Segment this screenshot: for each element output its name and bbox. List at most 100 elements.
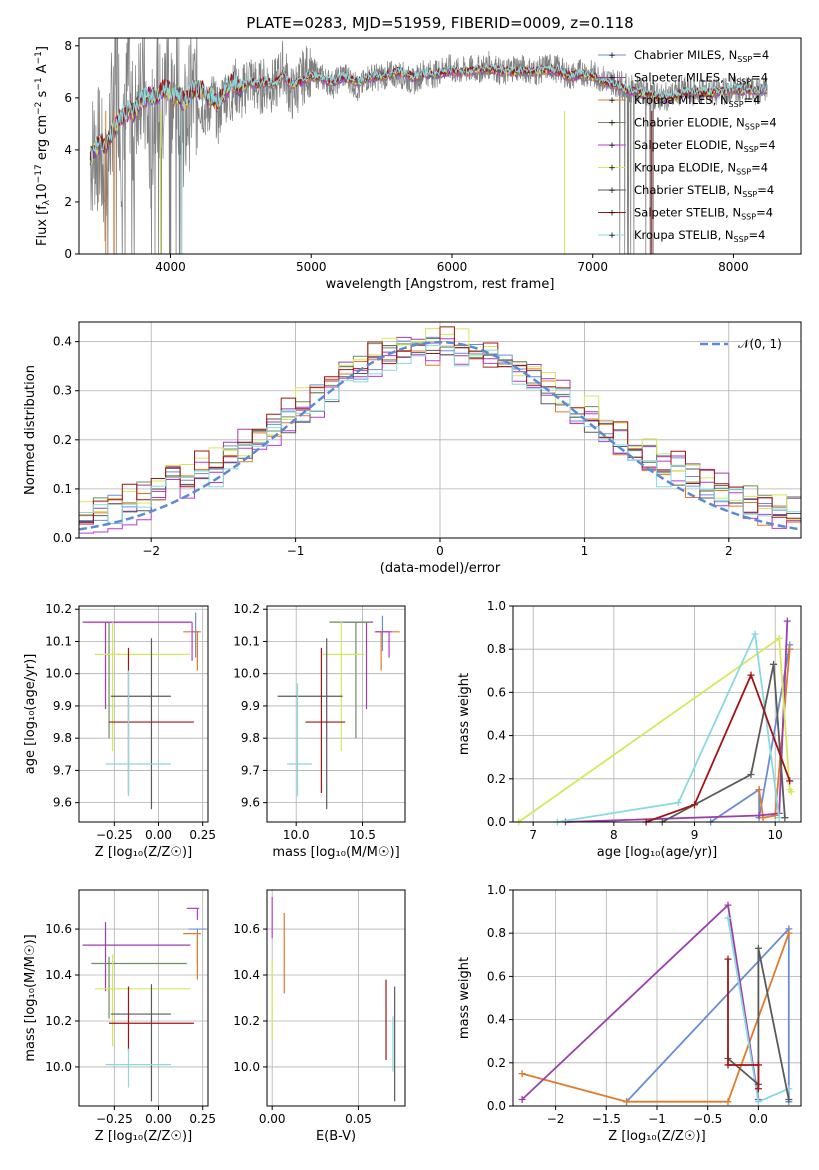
mass-weight-marker	[754, 1098, 762, 1106]
y-tick-label: 0.2	[487, 1056, 506, 1070]
y-tick-label: 0.2	[53, 433, 72, 447]
errorbar-point	[183, 933, 201, 980]
errorbar-point	[105, 1048, 171, 1088]
y-tick-label: 10.0	[233, 1060, 260, 1074]
axes-frame	[266, 605, 406, 823]
legend-marker: +	[608, 164, 616, 174]
y-tick-label: 10.2	[233, 1014, 260, 1028]
y-axis-label: mass [log₁₀(M/M☉)]	[23, 934, 38, 1061]
errorbar-point	[192, 612, 200, 658]
x-tick-label: 4000	[155, 260, 186, 274]
spectrum-plot-area	[89, 38, 768, 254]
axes-frame	[78, 605, 209, 823]
errorbar-point	[94, 622, 191, 752]
mass-weight-marker	[724, 955, 732, 963]
y-tick-label: 9.7	[241, 763, 260, 777]
y-tick-label: 0.0	[487, 1099, 506, 1113]
legend-label: Chabrier MILES, NSSP=4	[634, 48, 769, 64]
mass-vs-ebv-panel: 0.00 0.05 10.0 10.2 10.4 10.6 E(B-V)	[233, 889, 406, 1144]
y-tick-label: 0.4	[487, 729, 506, 743]
x-tick-label: 2	[725, 544, 733, 558]
x-tick-label: 0.0	[749, 1112, 768, 1126]
mass-weight-marker	[747, 671, 755, 679]
legend-label: Salpeter MILES, NSSP=4	[634, 71, 768, 87]
legend-marker: +	[608, 51, 616, 61]
mass-weight-marker	[518, 1070, 526, 1078]
x-tick-label: 0.00	[145, 828, 172, 842]
mass-weight-marker	[754, 944, 762, 952]
y-tick-label: 10.1	[45, 634, 72, 648]
x-tick-label: −0.25	[96, 828, 133, 842]
x-axis-label: (data-model)/error	[380, 561, 501, 576]
x-tick-label: −1	[648, 1112, 666, 1126]
residual-histogram-step	[79, 326, 801, 524]
y-tick-label: 0.0	[53, 531, 72, 545]
y-axis-label: Flux [fλ10−17 erg cm−2 s−1 A−1]	[34, 46, 52, 246]
y-tick-label: 10.4	[233, 968, 260, 982]
mass-weight-marker	[755, 786, 763, 794]
mass-weight-marker	[785, 1096, 793, 1104]
errorbar-point	[105, 670, 171, 797]
errorbar-point	[374, 631, 400, 671]
y-tick-label: 9.9	[241, 699, 260, 713]
age-vs-mass-panel: 10.0 10.5 9.6 9.7 9.8 9.9 10.0 10.1 10.2 mass [lo…	[233, 602, 406, 860]
legend-marker: +	[608, 231, 616, 241]
legend-marker: +	[608, 74, 616, 84]
y-tick-label: 0.4	[53, 335, 72, 349]
x-tick-label: 8	[610, 828, 618, 842]
legend-label: 𝒩(0, 1)	[738, 337, 782, 351]
y-axis-label: mass weight	[457, 957, 472, 1039]
x-tick-label: 0	[436, 544, 444, 558]
y-tick-label: 8	[64, 39, 72, 53]
legend-marker: +	[608, 96, 616, 106]
y-tick-label: 0.8	[487, 642, 506, 656]
mass-weight-line	[518, 636, 793, 823]
errorbar-point	[375, 631, 392, 658]
spectrum-panel: 4000 5000 6000 7000 8000 0 2 4 6 8 wavelength [Ang…	[34, 37, 802, 292]
massweight-vs-age-panel: 7 8 9 10 0.0 0.2 0.4 0.6 0.8 1.0 age [log₁₀(age/yr…	[457, 599, 802, 860]
y-tick-label: 10.2	[45, 602, 72, 616]
y-tick-label: 9.8	[53, 731, 72, 745]
mass-weight-line	[727, 948, 790, 1100]
y-axis-label: age [log₁₀(age/yr)]	[23, 654, 38, 775]
y-tick-label: 4	[64, 143, 72, 157]
x-axis-label: mass [log₁₀(M/M☉)]	[272, 845, 399, 860]
x-axis-label: age [log₁₀(age/yr)]	[597, 845, 718, 860]
x-axis-label: Z [log₁₀(Z/Z☉)]	[95, 1129, 192, 1144]
errorbar-point	[305, 647, 346, 793]
y-tick-label: 1.0	[487, 599, 506, 613]
mass-weight-marker	[724, 1061, 732, 1069]
mass-weight-marker	[754, 1061, 762, 1069]
y-tick-label: 0.1	[53, 482, 72, 496]
errorbar-point	[109, 986, 194, 1051]
mass-weight-marker	[783, 617, 791, 625]
legend-label: Kroupa ELODIE, NSSP=4	[634, 161, 768, 177]
mass-weight-marker	[786, 777, 794, 785]
axes-frame	[78, 889, 209, 1107]
mass-weight-marker	[775, 634, 783, 642]
legend-label: Kroupa STELIB, NSSP=4	[634, 228, 765, 244]
axes-frame	[266, 889, 406, 1107]
figure-title: PLATE=0283, MJD=51959, FIBERID=0009, z=0…	[246, 14, 633, 32]
y-tick-label: 1.0	[487, 883, 506, 897]
x-tick-label: −0.5	[693, 1112, 722, 1126]
mass-weight-line	[521, 903, 760, 1101]
mass-weight-marker	[754, 1085, 762, 1093]
mass-weight-marker	[751, 630, 759, 638]
errorbar-point	[329, 621, 370, 739]
legend-marker: +	[608, 141, 616, 151]
mass-weight-line	[661, 664, 786, 823]
x-tick-label: 10.5	[349, 828, 376, 842]
x-tick-label: 0.05	[345, 1112, 372, 1126]
y-tick-label: 10.2	[233, 602, 260, 616]
errorbar-point	[375, 615, 390, 652]
mass-weight-marker	[691, 801, 699, 809]
errorbar-point	[94, 954, 191, 1047]
y-tick-label: 2	[64, 195, 72, 209]
x-tick-label: −0.25	[96, 1112, 133, 1126]
x-tick-label: 7	[529, 828, 537, 842]
normal-curve	[79, 340, 801, 531]
axes-frame	[512, 605, 802, 823]
errorbar-point	[82, 922, 191, 992]
legend-label: Salpeter STELIB, NSSP=4	[634, 206, 773, 222]
